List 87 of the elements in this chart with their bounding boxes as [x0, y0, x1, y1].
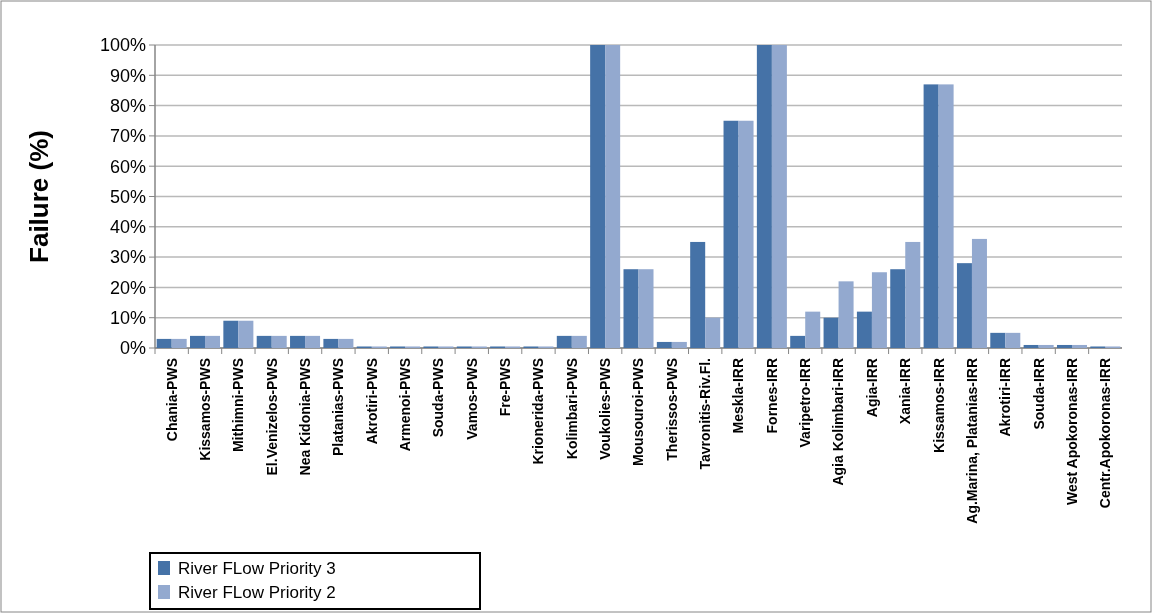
bar: [890, 269, 906, 348]
bar: [705, 317, 721, 348]
bar: [656, 341, 672, 348]
bar: [238, 320, 254, 348]
bar: [790, 335, 806, 348]
bar: [690, 241, 706, 348]
x-tick-label: Voukolies-PWS: [597, 358, 614, 460]
y-tick-label: 10%: [109, 308, 146, 328]
bar: [1005, 332, 1021, 348]
x-tick-label: Kissamos-IRR: [930, 358, 947, 453]
x-tick-label: Krionerida-PWS: [530, 358, 547, 465]
x-tick-label: Kolimbari-PWS: [563, 358, 580, 460]
x-tick-label: Akrotiri-IRR: [997, 358, 1014, 437]
x-tick-label: Therissos-PWS: [663, 358, 680, 461]
x-tick-label: Fre-PWS: [497, 358, 514, 417]
bar: [1056, 344, 1072, 348]
bar: [590, 45, 606, 348]
x-tick-label: Armenoi-PWS: [396, 358, 413, 452]
y-tick-label: 0%: [119, 338, 146, 359]
y-tick-label: 40%: [109, 217, 146, 238]
bar: [323, 338, 339, 348]
x-tick-label: Meskla-IRR: [730, 358, 747, 434]
bar: [605, 45, 621, 348]
y-tick-label: 80%: [109, 95, 146, 116]
x-tick-label: Souda-IRR: [1030, 358, 1047, 430]
bar: [838, 281, 854, 348]
bar: [938, 84, 954, 348]
bar: [990, 332, 1006, 348]
x-tick-label: Chania-PWS: [163, 358, 180, 442]
bar: [805, 311, 821, 348]
x-tick-label: Mousouroi-PWS: [630, 358, 647, 467]
bar: [556, 335, 572, 348]
bar: [290, 335, 306, 348]
x-tick-label: El.Venizelos-PWS: [263, 358, 280, 476]
bar: [338, 338, 354, 348]
y-tick-label: 20%: [109, 277, 146, 298]
bar: [156, 338, 172, 348]
x-tick-label: Akrotiri-PWS: [363, 358, 380, 445]
y-axis-title: Failure (%): [24, 130, 54, 263]
y-tick-label: 30%: [109, 247, 146, 268]
bar: [956, 263, 972, 348]
bar: [205, 335, 221, 348]
bar: [1023, 344, 1039, 348]
y-tick-label: 70%: [109, 126, 146, 147]
x-tick-label: Centr.Apokoronas-IRR: [1097, 358, 1114, 509]
bar: [671, 341, 687, 348]
bar: [1038, 344, 1054, 348]
bar: [223, 320, 239, 348]
y-tick-label: 50%: [109, 186, 146, 207]
bar: [971, 238, 987, 348]
x-tick-label: Kissamos-PWS: [196, 358, 213, 461]
bar: [856, 311, 872, 348]
bar: [823, 317, 839, 348]
bar: [871, 272, 887, 348]
x-tick-label: Souda-PWS: [430, 358, 447, 438]
x-tick-label: Ag.Marina, Platanias-IRR: [963, 358, 980, 524]
x-tick-label: Xania-IRR: [897, 358, 914, 425]
bar: [271, 335, 287, 348]
x-tick-label: Tavronitis-Riv.Fl.: [697, 358, 714, 470]
bar: [171, 338, 187, 348]
x-tick-label: West Apokoronas-IRR: [1063, 358, 1080, 506]
x-tick-label: Agia-IRR: [863, 358, 880, 418]
bar: [623, 269, 639, 348]
bar: [190, 335, 206, 348]
bar: [1071, 344, 1087, 348]
x-tick-label: Varipetro-IRR: [797, 358, 814, 448]
bar: [923, 84, 939, 348]
bar: [738, 120, 754, 348]
bar: [723, 120, 739, 348]
bar: [756, 45, 772, 348]
x-tick-label: Platanias-PWS: [330, 358, 347, 457]
x-tick-label: Nea Kidonia-PWS: [296, 358, 313, 476]
x-tick-label: Agia Kolimbari-IRR: [830, 358, 847, 486]
bar: [571, 335, 587, 348]
legend-label: River FLow Priority 2: [178, 582, 336, 602]
x-tick-label: Vamos-PWS: [463, 358, 480, 440]
legend-label: River FLow Priority 3: [178, 558, 336, 578]
x-tick-label: Mithimni-PWS: [230, 358, 247, 453]
bar: [905, 241, 921, 348]
y-tick-label: 90%: [109, 65, 146, 86]
x-tick-label: Fornes-IRR: [763, 358, 780, 434]
bar: [771, 45, 787, 348]
bar: [638, 269, 654, 348]
y-tick-label: 100%: [99, 35, 146, 56]
bar: [305, 335, 321, 348]
y-tick-label: 60%: [109, 156, 146, 177]
bar: [256, 335, 272, 348]
